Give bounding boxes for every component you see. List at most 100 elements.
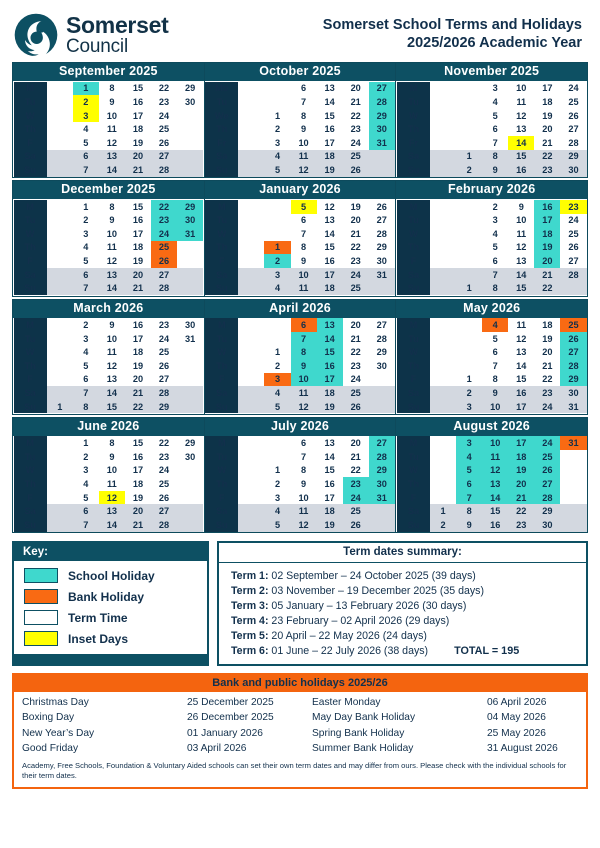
day-cell[interactable]: 28 [560,136,587,150]
day-cell[interactable]: 25 [342,386,369,400]
day-cell[interactable]: 16 [534,199,561,214]
day-cell[interactable]: 26 [560,108,587,123]
day-cell[interactable]: 27 [560,254,587,268]
day-cell[interactable]: 28 [534,490,561,505]
day-cell[interactable]: 11 [290,149,317,164]
day-cell[interactable]: 22 [150,199,178,214]
day-cell[interactable]: 30 [177,450,204,464]
day-cell[interactable]: 28 [150,163,178,177]
day-cell[interactable]: 22 [508,504,535,519]
day-cell[interactable]: 27 [150,149,178,164]
day-cell[interactable]: 7 [72,386,99,400]
day-cell[interactable]: 14 [316,227,343,241]
day-cell[interactable]: 16 [124,318,151,332]
day-cell[interactable]: 8 [72,399,99,414]
day-cell[interactable]: 27 [150,504,178,519]
day-cell[interactable]: 21 [124,518,151,532]
day-cell[interactable]: 18 [534,318,561,332]
day-cell[interactable]: 18 [124,240,151,255]
day-cell[interactable]: 7 [456,490,483,505]
day-cell[interactable]: 29 [368,108,395,123]
day-cell[interactable]: 26 [150,254,178,268]
day-cell[interactable]: 21 [124,386,151,400]
day-cell[interactable]: 13 [98,504,125,519]
day-cell[interactable]: 23 [508,518,535,532]
day-cell[interactable]: 22 [150,81,178,96]
day-cell[interactable]: 13 [316,213,343,228]
day-cell[interactable]: 26 [560,331,587,346]
day-cell[interactable]: 15 [482,504,509,519]
day-cell[interactable]: 4 [264,386,291,400]
day-cell[interactable]: 27 [368,318,395,332]
day-cell[interactable]: 13 [316,318,343,332]
day-cell[interactable]: 19 [342,199,369,214]
day-cell[interactable]: 18 [534,227,561,241]
day-cell[interactable]: 3 [72,227,99,241]
day-cell[interactable]: 24 [560,213,587,228]
day-cell[interactable]: 8 [482,149,509,164]
day-cell[interactable]: 23 [150,450,178,464]
day-cell[interactable]: 17 [316,490,343,505]
day-cell[interactable]: 4 [482,318,509,332]
day-cell[interactable]: 25 [560,227,587,241]
day-cell[interactable]: 9 [508,199,535,214]
day-cell[interactable]: 8 [290,240,317,255]
day-cell[interactable]: 30 [177,95,204,109]
day-cell[interactable]: 10 [290,490,317,505]
day-cell[interactable]: 5 [264,518,291,532]
day-cell[interactable]: 13 [482,477,509,491]
day-cell[interactable]: 9 [290,358,317,373]
day-cell[interactable]: 28 [368,450,395,464]
day-cell[interactable]: 7 [72,518,99,532]
day-cell[interactable]: 6 [290,436,317,451]
day-cell[interactable]: 18 [508,450,535,464]
day-cell[interactable]: 2 [264,358,291,373]
day-cell[interactable]: 28 [368,227,395,241]
day-cell[interactable]: 22 [342,463,369,478]
day-cell[interactable]: 25 [560,318,587,332]
day-cell[interactable]: 18 [316,281,343,296]
day-cell[interactable]: 21 [508,490,535,505]
day-cell[interactable]: 7 [482,358,509,373]
day-cell[interactable]: 9 [482,163,509,177]
day-cell[interactable]: 15 [316,108,343,123]
day-cell[interactable]: 24 [150,463,178,478]
day-cell[interactable]: 7 [290,227,317,241]
day-cell[interactable]: 6 [72,504,99,519]
day-cell[interactable]: 7 [482,136,509,150]
day-cell[interactable]: 16 [124,95,151,109]
day-cell[interactable]: 16 [316,358,343,373]
day-cell[interactable]: 1 [46,399,73,414]
day-cell[interactable]: 20 [124,149,151,164]
day-cell[interactable]: 13 [316,436,343,451]
day-cell[interactable]: 27 [560,345,587,359]
day-cell[interactable]: 16 [508,386,535,400]
day-cell[interactable]: 30 [368,477,395,491]
day-cell[interactable]: 26 [342,163,369,177]
day-cell[interactable]: 10 [508,213,535,228]
day-cell[interactable]: 30 [560,386,587,400]
day-cell[interactable]: 21 [124,163,151,177]
day-cell[interactable]: 20 [534,254,561,268]
day-cell[interactable]: 10 [98,331,125,346]
day-cell[interactable]: 3 [264,490,291,505]
day-cell[interactable]: 30 [534,518,561,532]
day-cell[interactable]: 8 [98,81,125,96]
day-cell[interactable]: 22 [124,399,151,414]
day-cell[interactable]: 5 [264,399,291,414]
day-cell[interactable]: 13 [98,372,125,387]
day-cell[interactable]: 15 [124,81,151,96]
day-cell[interactable]: 11 [98,477,125,491]
day-cell[interactable]: 14 [508,358,535,373]
day-cell[interactable]: 6 [482,122,509,136]
day-cell[interactable]: 21 [124,281,151,296]
day-cell[interactable]: 10 [482,436,509,451]
day-cell[interactable]: 15 [508,281,535,296]
day-cell[interactable]: 29 [368,240,395,255]
day-cell[interactable]: 18 [124,477,151,491]
day-cell[interactable]: 6 [482,254,509,268]
day-cell[interactable]: 7 [290,450,317,464]
day-cell[interactable]: 12 [482,463,509,478]
day-cell[interactable]: 17 [124,108,151,123]
day-cell[interactable]: 4 [482,227,509,241]
